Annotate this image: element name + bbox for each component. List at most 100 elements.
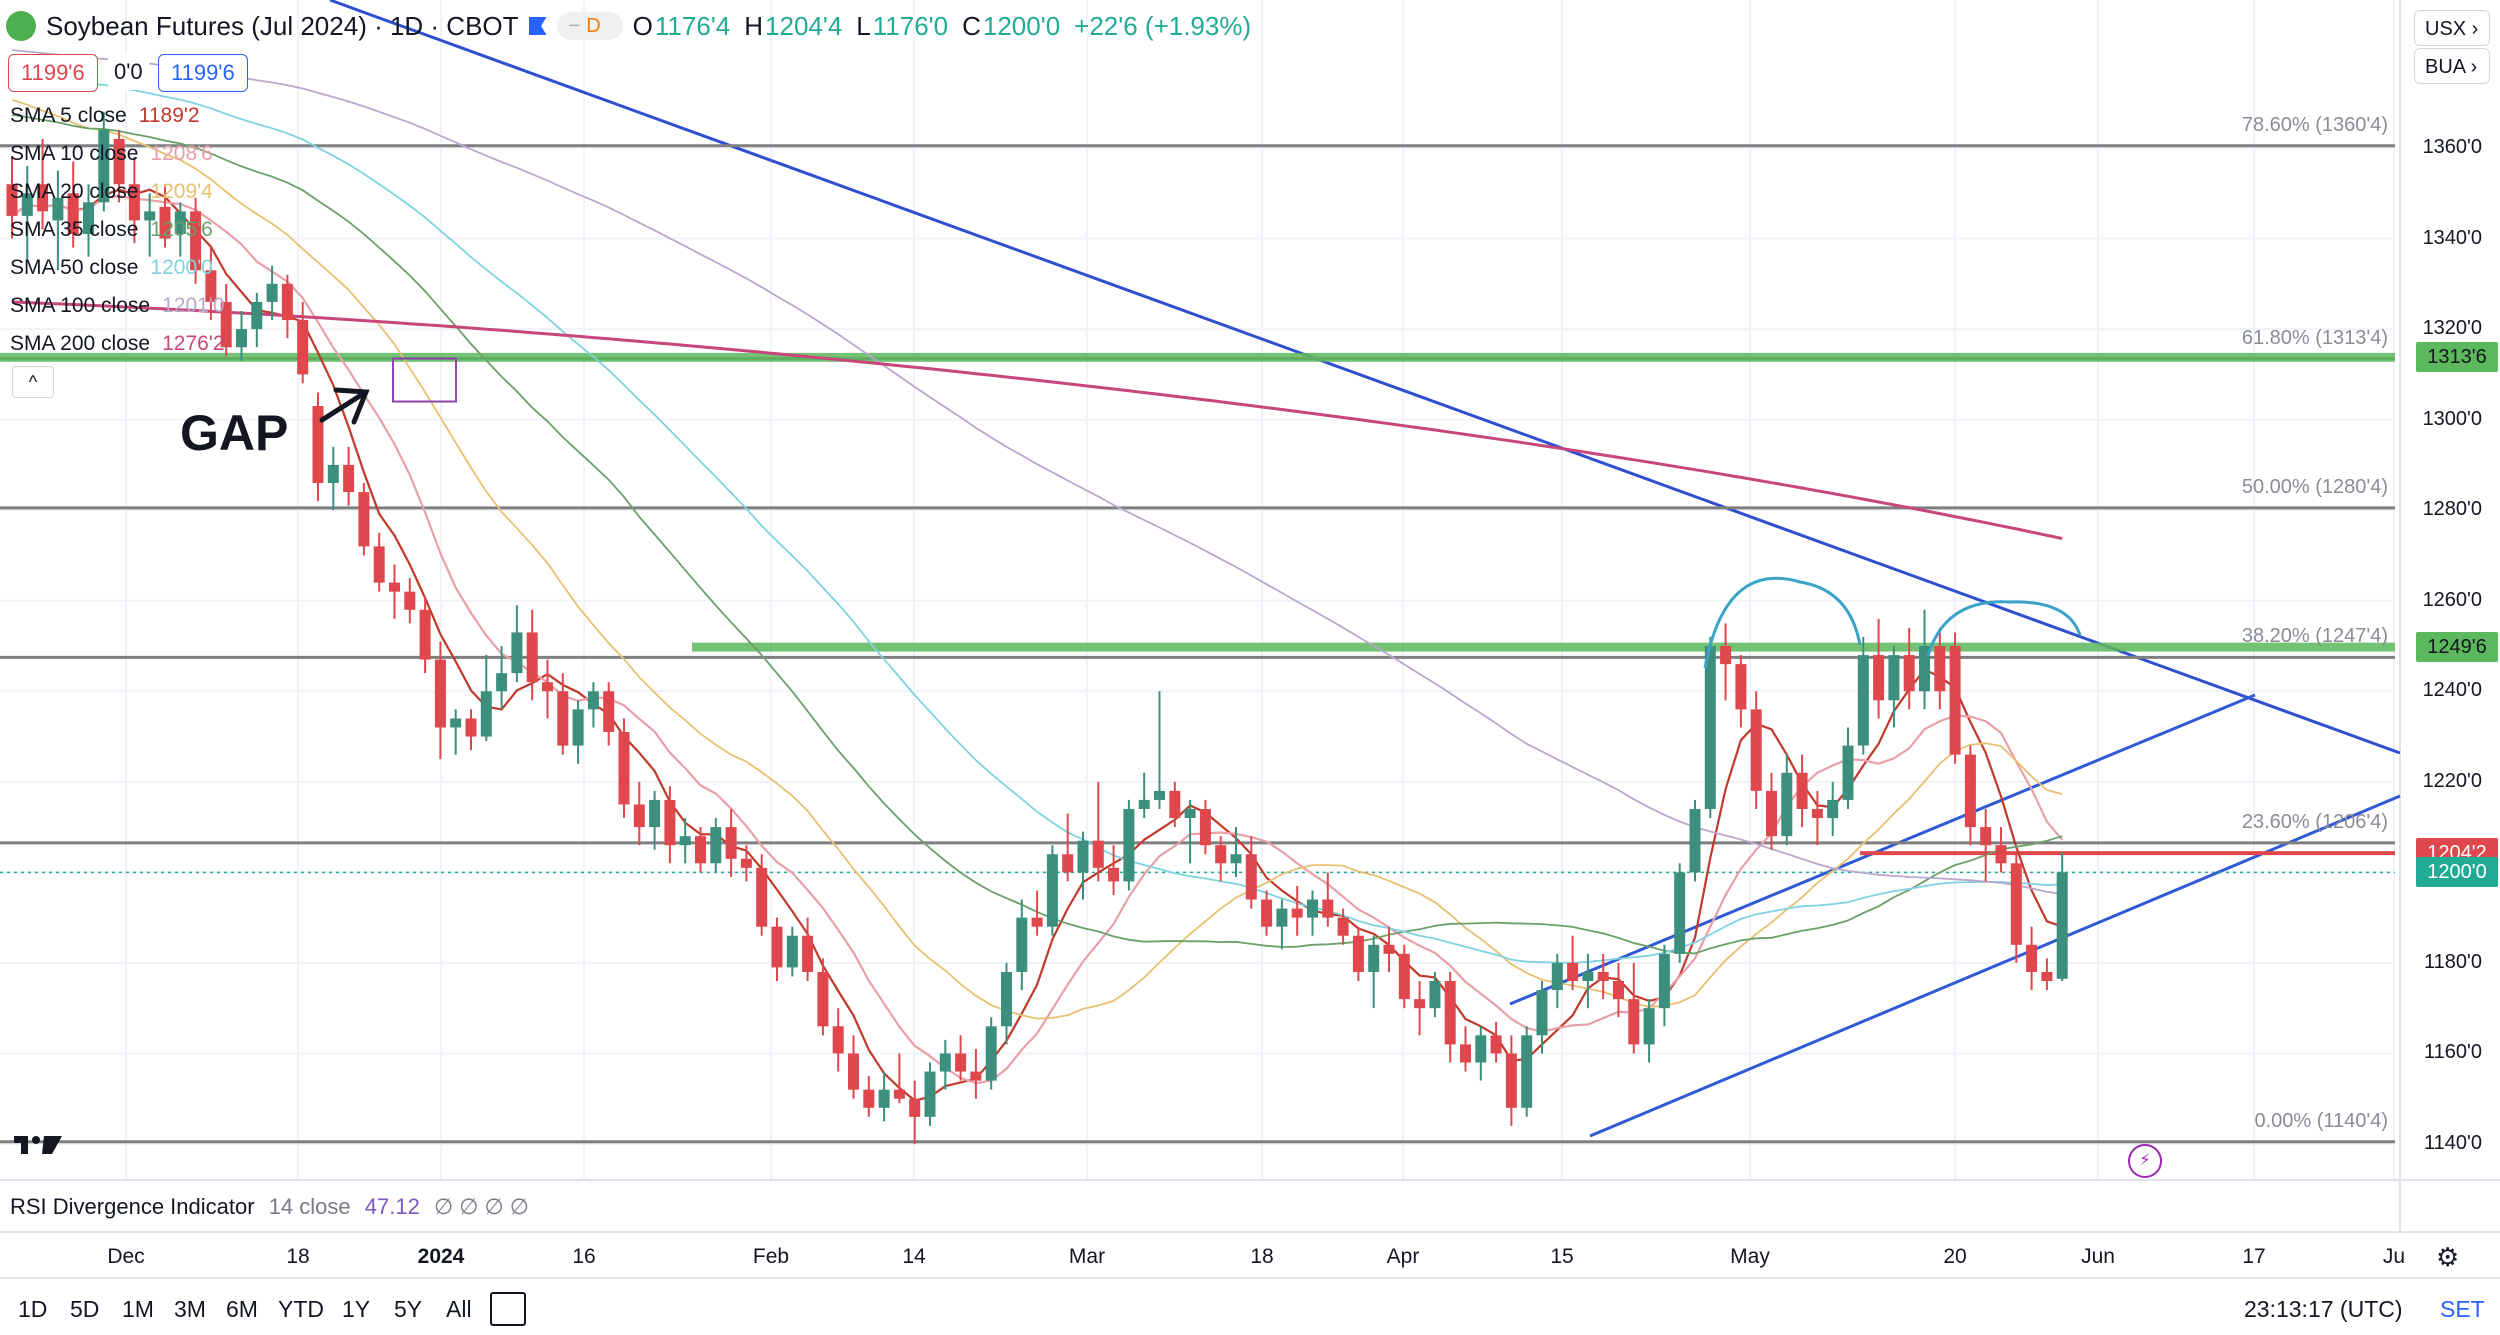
candle[interactable]	[1735, 655, 1747, 728]
candle[interactable]	[52, 170, 64, 271]
candle[interactable]	[679, 818, 691, 864]
candle[interactable]	[1460, 1026, 1471, 1072]
candle[interactable]	[281, 274, 293, 339]
candle[interactable]	[220, 283, 232, 357]
candle[interactable]	[1934, 627, 1946, 710]
flag-icon[interactable]	[528, 17, 547, 35]
tradingview-logo-icon[interactable]	[14, 1134, 62, 1156]
candle[interactable]	[1888, 646, 1900, 728]
candle[interactable]	[1092, 781, 1104, 882]
candle[interactable]	[1521, 1026, 1533, 1117]
candle[interactable]	[802, 917, 814, 982]
candle[interactable]	[893, 1053, 905, 1104]
settings-gear-icon[interactable]: ⚙	[2436, 1242, 2460, 1272]
candle[interactable]	[144, 193, 156, 257]
candle[interactable]	[878, 1071, 890, 1122]
candle[interactable]	[1658, 944, 1670, 1027]
timeframe-button[interactable]: 5Y	[394, 1296, 423, 1322]
candle[interactable]	[832, 1008, 844, 1072]
candle[interactable]	[2041, 958, 2053, 991]
candle[interactable]	[1444, 971, 1456, 1063]
candle[interactable]	[496, 646, 508, 710]
candle[interactable]	[1383, 926, 1395, 972]
candle[interactable]	[572, 700, 584, 764]
candle[interactable]	[1307, 890, 1318, 936]
sell-price-box[interactable]: 1199'6	[8, 54, 98, 92]
candle[interactable]	[1031, 890, 1043, 936]
chart-title[interactable]: Soybean Futures (Jul 2024) · 1D · CBOT	[46, 10, 519, 41]
candle[interactable]	[67, 161, 79, 248]
candle[interactable]	[863, 1076, 875, 1117]
candle[interactable]	[618, 718, 630, 819]
candle[interactable]	[1766, 772, 1777, 850]
candle[interactable]	[389, 564, 400, 619]
candle[interactable]	[1995, 827, 2007, 873]
candle[interactable]	[1138, 772, 1150, 819]
sma-legend-row[interactable]: SMA 100 close 1201'0	[10, 294, 225, 318]
candle[interactable]	[327, 446, 339, 511]
candle[interactable]	[1046, 845, 1058, 936]
candle[interactable]	[1505, 1035, 1517, 1126]
candle[interactable]	[1842, 727, 1854, 809]
candle[interactable]	[128, 157, 140, 244]
candle[interactable]	[1827, 781, 1839, 837]
timeframe-button[interactable]: 6M	[226, 1296, 258, 1322]
candle[interactable]	[419, 596, 431, 674]
candle[interactable]	[21, 166, 33, 262]
candle[interactable]	[251, 292, 263, 348]
candle[interactable]	[236, 310, 247, 361]
candle[interactable]	[649, 790, 661, 850]
candle[interactable]	[740, 845, 752, 882]
candle[interactable]	[526, 609, 538, 701]
candle[interactable]	[37, 138, 49, 230]
candle[interactable]	[1062, 813, 1074, 882]
candle[interactable]	[2056, 851, 2068, 982]
timeframe-button[interactable]: All	[446, 1296, 472, 1322]
candle[interactable]	[1215, 836, 1227, 882]
candle[interactable]	[190, 197, 202, 284]
candle[interactable]	[404, 578, 416, 624]
candle[interactable]	[312, 392, 324, 502]
candle[interactable]	[725, 808, 737, 877]
date-range-icon[interactable]	[490, 1292, 526, 1326]
timeframe-button[interactable]: 1Y	[342, 1296, 371, 1322]
candle[interactable]	[633, 781, 645, 846]
candle[interactable]	[1964, 745, 1976, 846]
candle[interactable]	[1169, 781, 1181, 828]
clock[interactable]: 23:13:17 (UTC)	[2244, 1296, 2403, 1322]
candle[interactable]	[557, 673, 569, 755]
session-button[interactable]: SET	[2440, 1296, 2485, 1322]
sma-legend-row[interactable]: SMA 200 close 1276'2	[10, 332, 225, 356]
candle[interactable]	[1490, 1021, 1502, 1063]
symbol-selector[interactable]: BUA ›	[2414, 48, 2490, 84]
candle[interactable]	[1582, 953, 1594, 1009]
candle[interactable]	[1704, 636, 1716, 819]
candle[interactable]	[297, 301, 309, 384]
candle[interactable]	[1781, 754, 1793, 846]
candle[interactable]	[848, 1035, 859, 1099]
candle[interactable]	[1720, 623, 1732, 701]
candle[interactable]	[985, 1017, 997, 1090]
candle[interactable]	[1919, 609, 1930, 710]
candle[interactable]	[434, 641, 446, 760]
candle[interactable]	[1230, 827, 1242, 877]
candle[interactable]	[1811, 790, 1823, 846]
candle[interactable]	[480, 655, 492, 742]
candle[interactable]	[1796, 754, 1808, 828]
candle[interactable]	[1873, 618, 1885, 719]
candle[interactable]	[1613, 962, 1624, 1018]
timeframe-button[interactable]: 1D	[18, 1296, 48, 1322]
candle[interactable]	[1980, 808, 1992, 882]
candle[interactable]	[1337, 908, 1349, 945]
candle[interactable]	[113, 129, 125, 203]
candle[interactable]	[1643, 999, 1655, 1063]
timeframe-button[interactable]: 3M	[174, 1296, 206, 1322]
candle[interactable]	[1291, 885, 1303, 936]
candle[interactable]	[1123, 799, 1135, 891]
candle[interactable]	[465, 709, 477, 751]
candle[interactable]	[955, 1035, 967, 1081]
candle[interactable]	[1276, 899, 1288, 950]
candle[interactable]	[1597, 953, 1609, 1000]
candle[interactable]	[2026, 926, 2038, 991]
timeframe-button[interactable]: YTD	[278, 1296, 324, 1322]
